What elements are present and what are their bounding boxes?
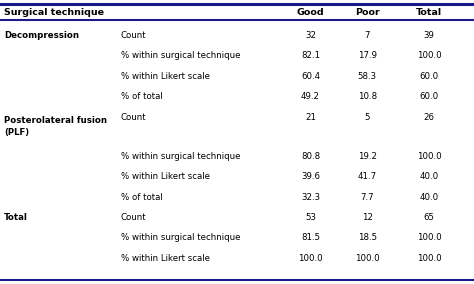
- Text: % within surgical technique: % within surgical technique: [121, 152, 240, 161]
- Text: 39: 39: [424, 31, 434, 40]
- Text: % within surgical technique: % within surgical technique: [121, 233, 240, 243]
- Text: Total: Total: [416, 8, 442, 17]
- Text: 58.3: 58.3: [358, 72, 377, 81]
- Text: 17.9: 17.9: [358, 51, 377, 60]
- Text: Count: Count: [121, 31, 146, 40]
- Text: 18.5: 18.5: [358, 233, 377, 243]
- Text: Count: Count: [121, 213, 146, 222]
- Text: 100.0: 100.0: [417, 152, 441, 161]
- Text: % within Likert scale: % within Likert scale: [121, 72, 210, 81]
- Text: % within surgical technique: % within surgical technique: [121, 51, 240, 60]
- Text: 39.6: 39.6: [301, 172, 320, 181]
- Text: 5: 5: [365, 113, 370, 122]
- Text: 40.0: 40.0: [419, 193, 438, 202]
- Text: 60.0: 60.0: [419, 92, 438, 101]
- Text: 19.2: 19.2: [358, 152, 377, 161]
- Text: 41.7: 41.7: [358, 172, 377, 181]
- Text: 82.1: 82.1: [301, 51, 320, 60]
- Text: Surgical technique: Surgical technique: [4, 8, 104, 17]
- Text: 53: 53: [305, 213, 316, 222]
- Text: 100.0: 100.0: [417, 51, 441, 60]
- Text: Decompression: Decompression: [4, 31, 79, 40]
- Text: 32.3: 32.3: [301, 193, 320, 202]
- Text: % of total: % of total: [121, 193, 163, 202]
- Text: Count: Count: [121, 113, 146, 122]
- Text: 80.8: 80.8: [301, 152, 320, 161]
- Text: 32: 32: [305, 31, 316, 40]
- Text: Total: Total: [4, 213, 27, 222]
- Text: Posterolateral fusion
(PLF): Posterolateral fusion (PLF): [4, 116, 107, 137]
- Text: 100.0: 100.0: [417, 233, 441, 243]
- Text: 100.0: 100.0: [355, 254, 380, 263]
- Text: 100.0: 100.0: [298, 254, 323, 263]
- Text: 26: 26: [423, 113, 435, 122]
- Text: Good: Good: [297, 8, 324, 17]
- Text: 60.4: 60.4: [301, 72, 320, 81]
- Text: % within Likert scale: % within Likert scale: [121, 172, 210, 181]
- Text: 7: 7: [365, 31, 370, 40]
- Text: 65: 65: [423, 213, 435, 222]
- Text: 40.0: 40.0: [419, 172, 438, 181]
- Text: 100.0: 100.0: [417, 254, 441, 263]
- Text: 12: 12: [362, 213, 373, 222]
- Text: % of total: % of total: [121, 92, 163, 101]
- Text: 49.2: 49.2: [301, 92, 320, 101]
- Text: 21: 21: [305, 113, 316, 122]
- Text: % within Likert scale: % within Likert scale: [121, 254, 210, 263]
- Text: 81.5: 81.5: [301, 233, 320, 243]
- Text: 60.0: 60.0: [419, 72, 438, 81]
- Text: 10.8: 10.8: [358, 92, 377, 101]
- Text: Poor: Poor: [355, 8, 380, 17]
- Text: 7.7: 7.7: [361, 193, 374, 202]
